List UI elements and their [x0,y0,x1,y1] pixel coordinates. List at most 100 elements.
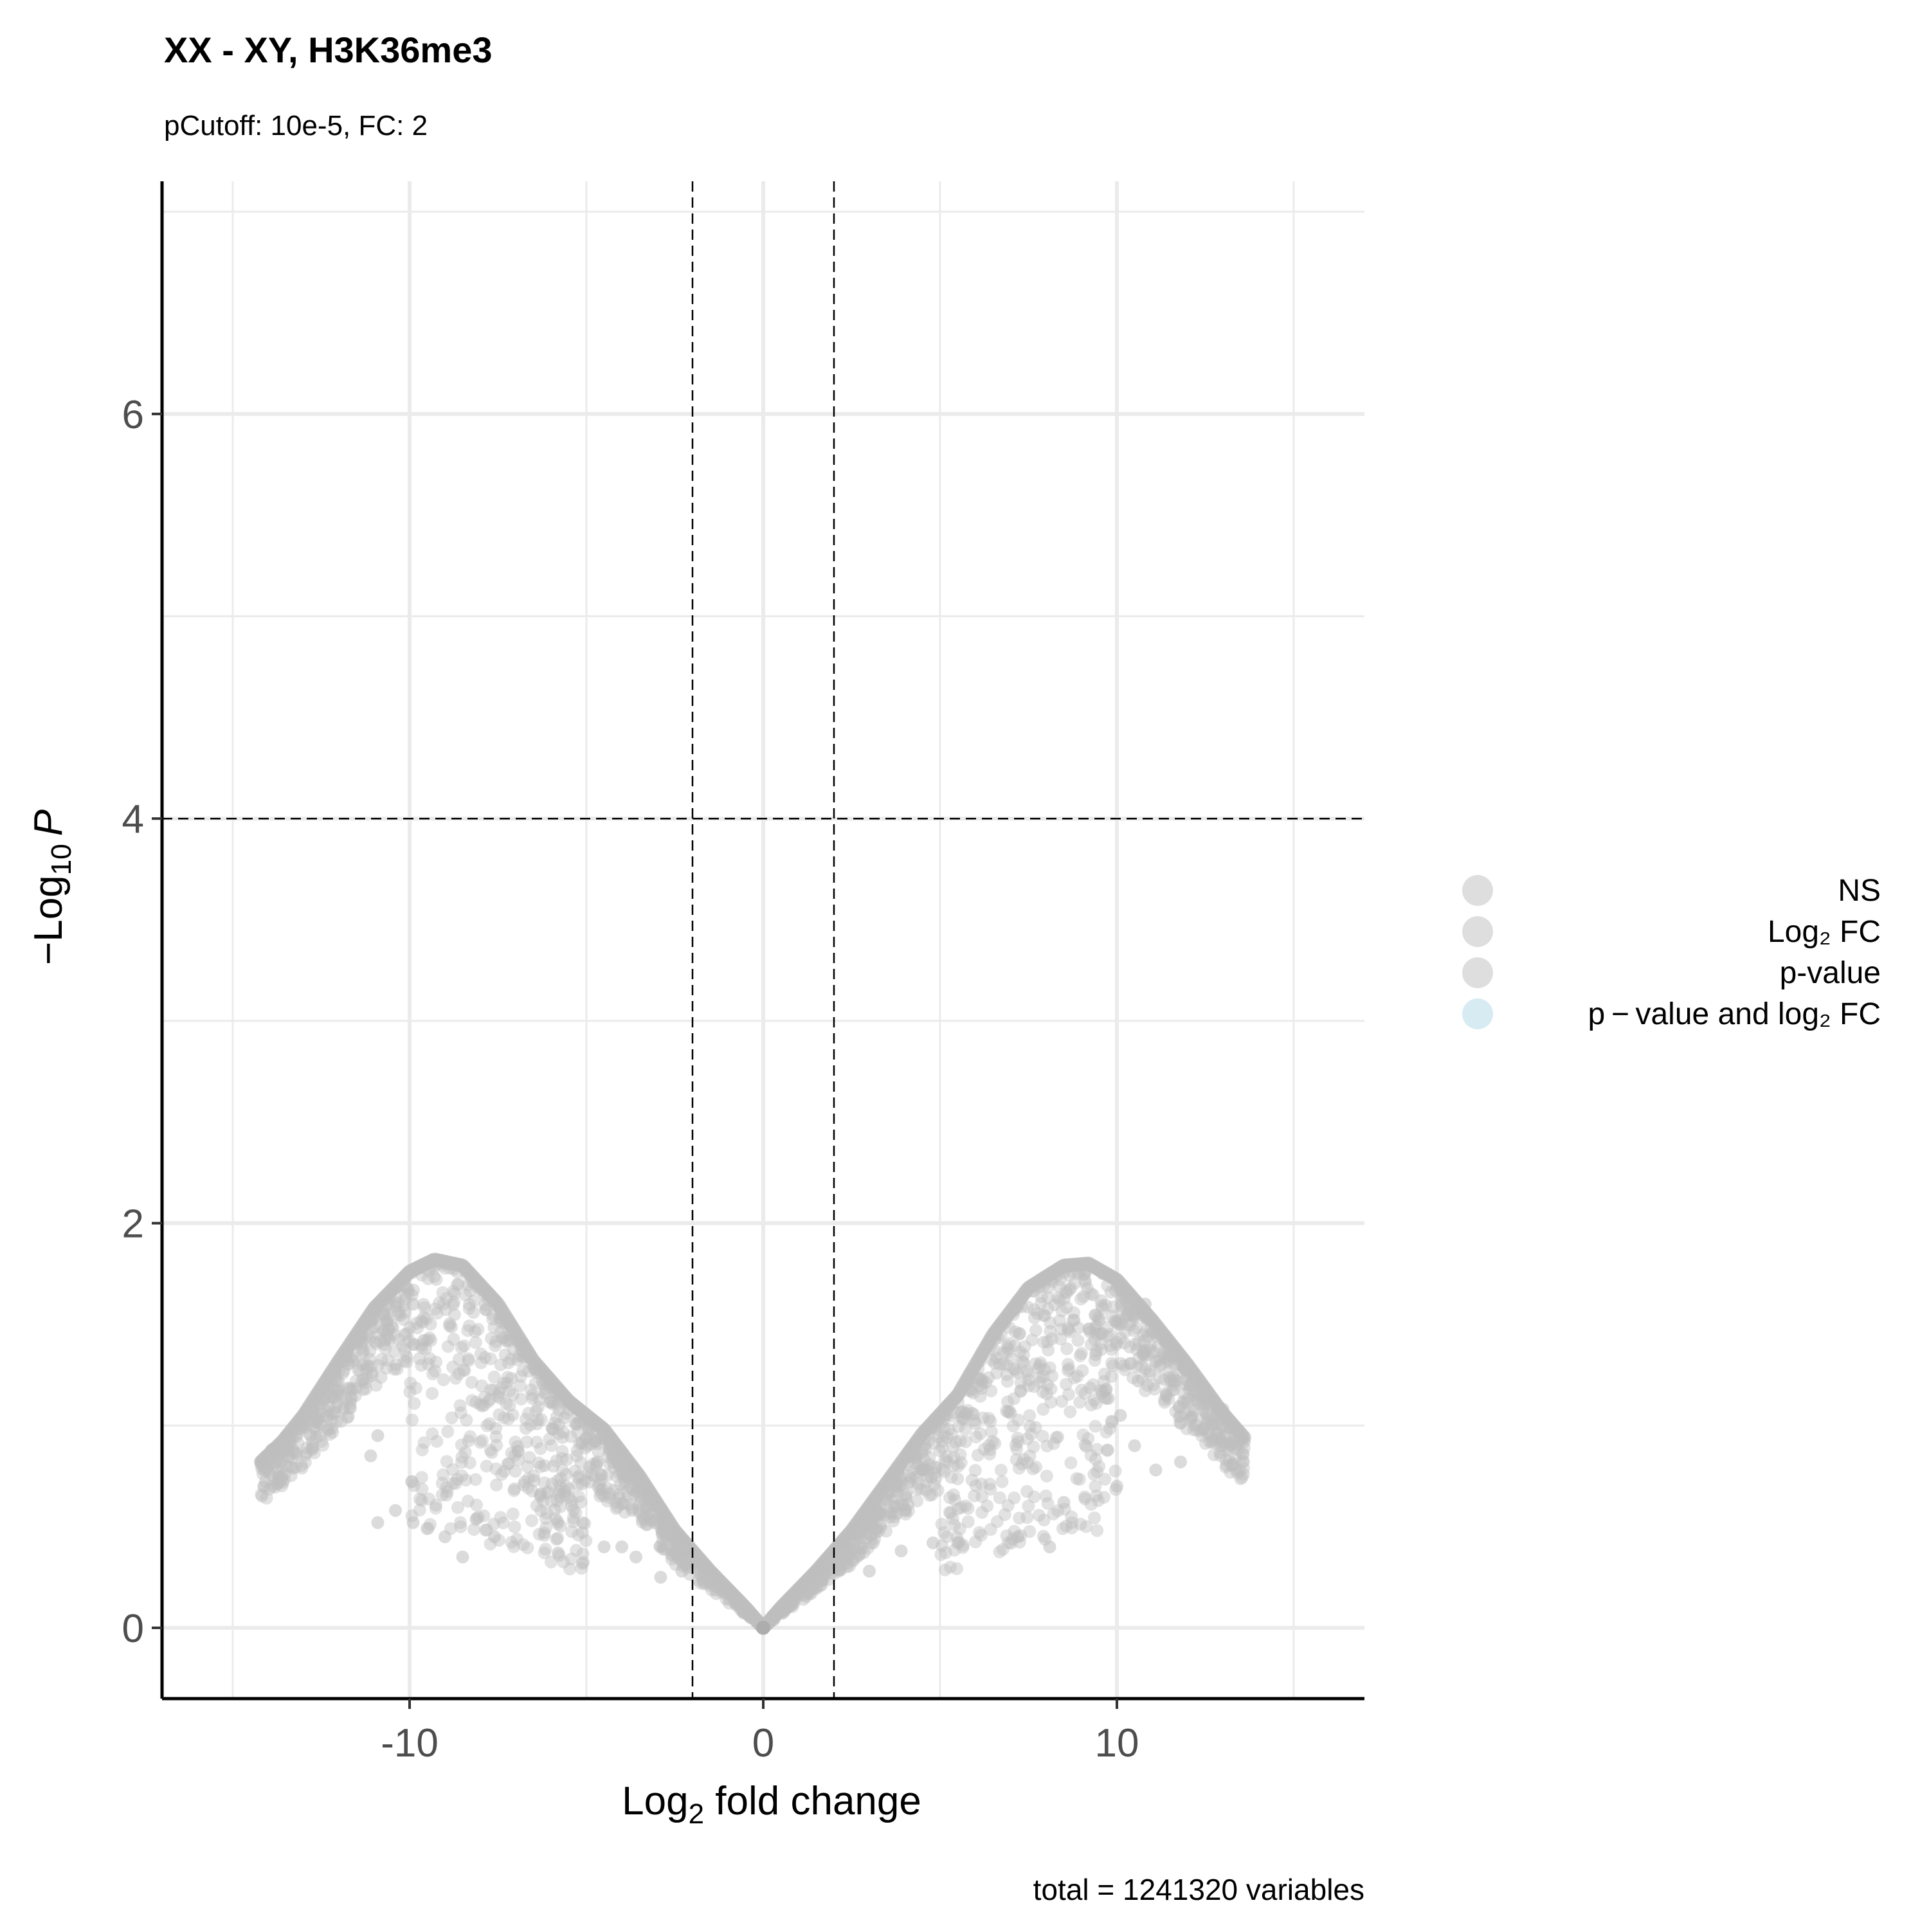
data-point [1004,1352,1018,1366]
data-point [1078,1267,1091,1281]
data-point [462,1278,475,1292]
data-point [903,1450,917,1463]
points-layer [254,1252,1251,1635]
data-point [1012,1328,1026,1341]
data-point [880,1524,893,1538]
data-point [1223,1454,1236,1468]
data-point [1139,1297,1152,1311]
data-point [601,1450,615,1463]
data-point [973,1526,986,1539]
data-point [553,1479,566,1492]
data-point [1179,1359,1193,1373]
data-point [664,1524,677,1537]
data-point [1128,1337,1142,1351]
data-point [305,1443,319,1456]
data-point [1089,1479,1102,1493]
data-point [1023,1524,1037,1538]
data-point [675,1564,689,1578]
data-point [1149,1463,1163,1477]
data-point [489,1430,503,1443]
data-point [356,1345,370,1359]
data-point [1231,1423,1244,1436]
data-point [449,1477,462,1490]
data-point [1028,1490,1041,1504]
data-point [496,1516,510,1530]
y-axis-title-sub: 10 [46,844,77,875]
y-tick-label: 6 [122,393,144,437]
data-point [1156,1346,1170,1360]
data-point [931,1413,945,1426]
data-point [521,1460,534,1474]
data-point [525,1514,538,1528]
data-point [1158,1396,1172,1409]
data-point [1011,1431,1024,1445]
data-point [1101,1330,1114,1343]
data-point [1078,1490,1091,1504]
data-point [371,1516,385,1530]
data-point [1073,1395,1087,1409]
data-point [1091,1524,1104,1537]
data-point [995,1475,1009,1488]
data-point [993,1491,1006,1504]
data-point [519,1422,532,1435]
data-point [597,1540,611,1553]
data-point [1114,1409,1127,1422]
data-point [1174,1455,1187,1468]
data-point [994,1463,1008,1477]
data-point [281,1437,294,1450]
data-point [430,1434,444,1448]
data-point [405,1475,419,1488]
data-point [322,1422,335,1436]
data-point [461,1494,475,1508]
y-tick-label: 0 [122,1607,144,1651]
data-point [1033,1376,1047,1389]
data-point [381,1353,395,1367]
data-point [469,1336,482,1350]
data-point [334,1352,348,1366]
x-tick-label: 10 [1095,1721,1139,1765]
data-point [565,1525,579,1539]
data-point [626,1504,639,1517]
data-point [804,1587,818,1600]
data-point [574,1414,587,1428]
data-point [552,1546,565,1560]
data-point [1037,1513,1051,1527]
data-point [559,1468,573,1481]
data-point [465,1376,478,1389]
data-point [1057,1495,1071,1509]
data-point [1013,1512,1026,1525]
data-point [584,1438,598,1451]
data-point [545,1495,558,1508]
data-point [506,1507,520,1521]
data-point [356,1319,370,1332]
data-point [417,1334,430,1348]
data-point [929,1460,943,1474]
data-point [1092,1314,1106,1327]
data-point [1018,1340,1031,1353]
data-point [959,1435,972,1449]
data-point [1098,1267,1111,1280]
data-point [430,1272,443,1286]
data-point [1094,1294,1108,1308]
data-point [1023,1409,1037,1422]
data-point [1110,1479,1123,1493]
data-point [556,1445,569,1458]
data-point [294,1459,308,1472]
data-point [1089,1420,1102,1433]
data-point [927,1478,941,1492]
data-point [515,1342,529,1356]
data-point [409,1381,422,1395]
data-point [1074,1384,1088,1397]
data-point [1038,1274,1052,1287]
data-point [546,1382,559,1395]
data-point [566,1512,580,1525]
data-point [927,1536,939,1549]
data-point [540,1506,554,1520]
data-point [1068,1276,1082,1290]
data-point [509,1435,522,1449]
data-point [430,1498,443,1512]
data-point [872,1506,885,1520]
data-point [275,1460,289,1474]
data-point [476,1399,489,1413]
data-point [777,1598,791,1612]
